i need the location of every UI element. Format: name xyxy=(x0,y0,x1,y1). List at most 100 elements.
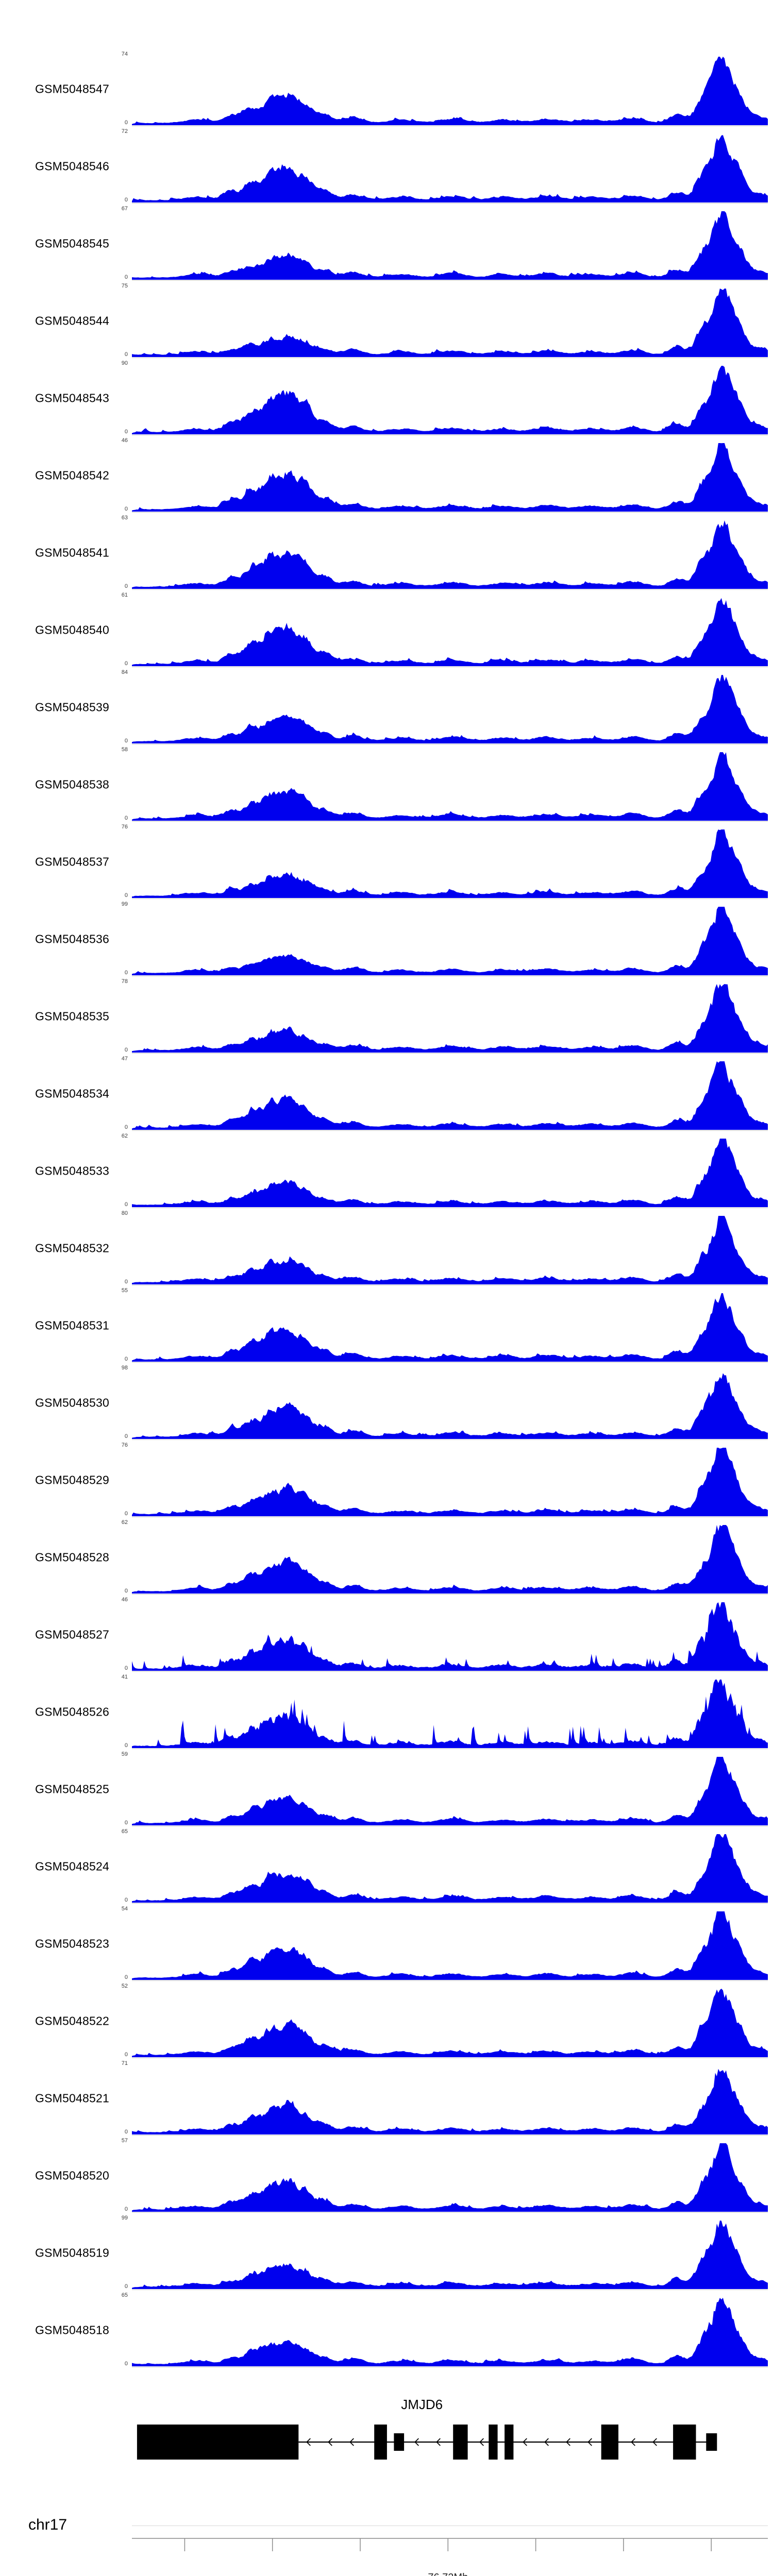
y-axis-zero-label: 0 xyxy=(124,815,128,821)
strand-arrow-icon xyxy=(349,2438,354,2446)
track-label: GSM5048532 xyxy=(35,1241,109,1255)
coverage-signal-path xyxy=(132,907,768,975)
y-axis-zero-label: 0 xyxy=(124,2206,128,2212)
y-axis-max-label: 52 xyxy=(121,1983,128,1989)
coverage-signal-path xyxy=(132,675,768,743)
y-axis-zero-label: 0 xyxy=(124,1665,128,1671)
exon-rect xyxy=(706,2433,717,2451)
track-label: GSM5048533 xyxy=(35,1164,109,1178)
y-axis-max-label: 47 xyxy=(121,1056,128,1062)
track-label: GSM5048521 xyxy=(35,2091,109,2105)
y-axis-max-label: 41 xyxy=(121,1674,128,1680)
coverage-track-row: GSM5048525 59 0 xyxy=(0,1749,773,1826)
coverage-signal-path xyxy=(132,2143,768,2212)
chromosome-label: chr17 xyxy=(28,2516,68,2533)
position-label: 76.72Mb xyxy=(428,2572,468,2576)
track-label: GSM5048522 xyxy=(35,2014,109,2028)
coverage-signal-path xyxy=(132,443,768,512)
y-axis-max-label: 61 xyxy=(121,592,128,598)
exon-rect xyxy=(489,2425,498,2460)
coverage-track-row: GSM5048530 98 0 xyxy=(0,1363,773,1440)
coverage-signal xyxy=(132,2143,768,2212)
track-label: GSM5048530 xyxy=(35,1396,109,1410)
y-axis-zero-label: 0 xyxy=(124,660,128,667)
y-axis-zero-label: 0 xyxy=(124,1511,128,1517)
y-axis-zero-label: 0 xyxy=(124,1433,128,1439)
signal-area xyxy=(132,671,768,744)
track-label: GSM5048518 xyxy=(35,2323,109,2337)
track-label: GSM5048528 xyxy=(35,1550,109,1564)
strand-arrow-icon xyxy=(631,2438,635,2446)
track-label: GSM5048526 xyxy=(35,1705,109,1719)
y-axis-max-label: 71 xyxy=(121,2060,128,2066)
coverage-signal xyxy=(132,598,768,666)
coverage-track-row: GSM5048541 63 0 xyxy=(0,513,773,590)
coverage-signal-path xyxy=(132,1216,768,1284)
y-axis-max-label: 98 xyxy=(121,1365,128,1371)
signal-area xyxy=(132,903,768,976)
coverage-signal-path xyxy=(132,520,768,589)
coverage-signal xyxy=(132,1139,768,1207)
y-axis-zero-label: 0 xyxy=(124,274,128,280)
y-axis-max-label: 46 xyxy=(121,1597,128,1603)
coverage-track-row: GSM5048540 61 0 xyxy=(0,590,773,667)
track-label: GSM5048525 xyxy=(35,1782,109,1796)
signal-area xyxy=(132,1212,768,1285)
signal-area xyxy=(132,826,768,899)
y-axis-zero-label: 0 xyxy=(124,1974,128,1980)
gene-model-track xyxy=(132,2421,768,2468)
coverage-signal xyxy=(132,2298,768,2366)
y-axis-max-label: 62 xyxy=(121,1133,128,1139)
signal-area xyxy=(132,439,768,513)
coverage-signal xyxy=(132,1834,768,1903)
coverage-track-row: GSM5048523 54 0 xyxy=(0,1904,773,1981)
coverage-signal-path xyxy=(132,2221,768,2289)
coverage-signal xyxy=(132,1525,768,1594)
y-axis-zero-label: 0 xyxy=(124,1047,128,1053)
y-axis-zero-label: 0 xyxy=(124,583,128,589)
exon-rect xyxy=(137,2425,299,2460)
coverage-signal-path xyxy=(132,135,768,202)
coverage-signal xyxy=(132,1911,768,1980)
signal-area xyxy=(132,980,768,1054)
strand-arrow-icon xyxy=(306,2438,311,2446)
y-axis-zero-label: 0 xyxy=(124,2052,128,2058)
coverage-signal-path xyxy=(132,1448,768,1516)
coverage-signal xyxy=(132,752,768,821)
signal-area xyxy=(132,1290,768,1363)
signal-area xyxy=(132,2217,768,2290)
coverage-signal xyxy=(132,211,768,280)
y-axis-max-label: 84 xyxy=(121,669,128,675)
y-axis-max-label: 58 xyxy=(121,747,128,753)
signal-area xyxy=(132,1908,768,1981)
track-label: GSM5048545 xyxy=(35,236,109,250)
signal-area xyxy=(132,1753,768,1826)
exon-rect xyxy=(394,2433,405,2451)
coverage-signal-path xyxy=(132,1834,768,1903)
strand-arrow-icon xyxy=(414,2438,419,2446)
y-axis-zero-label: 0 xyxy=(124,1279,128,1285)
coverage-track-row: GSM5048532 80 0 xyxy=(0,1208,773,1285)
coverage-signal xyxy=(132,1061,768,1130)
signal-area xyxy=(132,2140,768,2213)
track-label: GSM5048540 xyxy=(35,623,109,637)
strand-arrow-icon xyxy=(652,2438,657,2446)
exon-rect xyxy=(374,2425,387,2460)
coverage-track-row: GSM5048537 76 0 xyxy=(0,822,773,899)
coverage-track-row: GSM5048526 41 0 xyxy=(0,1672,773,1749)
y-axis-zero-label: 0 xyxy=(124,429,128,435)
track-label: GSM5048546 xyxy=(35,159,109,173)
y-axis-max-label: 62 xyxy=(121,1519,128,1526)
coverage-signal-path xyxy=(132,1757,768,1825)
signal-area xyxy=(132,1831,768,1904)
coverage-track-row: GSM5048520 57 0 xyxy=(0,2136,773,2213)
signal-area xyxy=(132,208,768,281)
track-label: GSM5048537 xyxy=(35,855,109,869)
coverage-track-row: GSM5048539 84 0 xyxy=(0,667,773,744)
coverage-signal xyxy=(132,675,768,743)
y-axis-max-label: 76 xyxy=(121,824,128,830)
y-axis-max-label: 63 xyxy=(121,515,128,521)
coverage-signal-path xyxy=(132,1525,768,1594)
coverage-signal-path xyxy=(132,1061,768,1130)
coverage-track-row: GSM5048531 55 0 xyxy=(0,1285,773,1363)
